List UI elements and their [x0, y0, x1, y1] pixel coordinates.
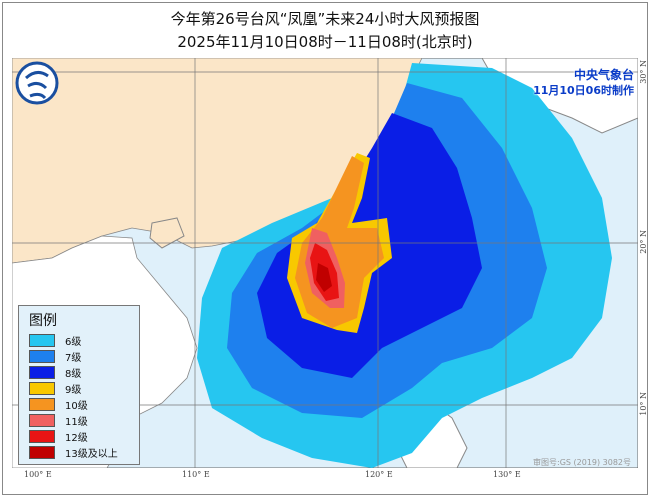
map-approval-number: 审图号:GS (2019) 3082号	[533, 458, 632, 467]
legend-item: 8级	[29, 364, 139, 380]
legend-label: 9级	[65, 384, 82, 396]
legend: 图例 6级 7级 8级 9级 10级 11级 12级 13级及以上	[18, 305, 140, 465]
lat-tick-30: 30° N	[639, 60, 648, 84]
lon-tick-100: 100° E	[24, 470, 52, 479]
legend-label: 11级	[65, 416, 88, 428]
legend-swatch	[29, 397, 55, 411]
legend-label: 12级	[65, 432, 88, 444]
map-subtitle: 2025年11月10日08时－11日08时(北京时)	[177, 33, 473, 51]
legend-label: 10级	[65, 400, 88, 412]
legend-item: 6级	[29, 332, 139, 348]
legend-label: 13级及以上	[65, 448, 118, 460]
issued-time: 11月10日06时制作	[533, 84, 634, 97]
lat-tick-20: 20° N	[639, 230, 648, 254]
legend-label: 8级	[65, 368, 82, 380]
legend-swatch	[29, 365, 55, 379]
wind-zone-13	[316, 263, 332, 292]
legend-item: 9级	[29, 380, 139, 396]
lon-tick-130: 130° E	[493, 470, 521, 479]
legend-item: 12级	[29, 428, 139, 444]
legend-label: 6级	[65, 336, 82, 348]
lon-tick-110: 110° E	[182, 470, 210, 479]
lon-tick-120: 120° E	[365, 470, 393, 479]
legend-swatch	[29, 381, 55, 395]
land-hainan	[149, 217, 185, 249]
graticule	[12, 58, 638, 468]
legend-swatch	[29, 333, 55, 347]
lat-tick-10: 10° N	[639, 392, 648, 416]
legend-swatch	[29, 413, 55, 427]
legend-swatch	[29, 429, 55, 443]
agency-label: 中央气象台	[573, 68, 634, 82]
legend-item: 13级及以上	[29, 444, 139, 460]
legend-label: 7级	[65, 352, 82, 364]
legend-item: 11级	[29, 412, 139, 428]
legend-swatch	[29, 445, 55, 459]
legend-swatch	[29, 349, 55, 363]
cma-logo	[15, 61, 59, 105]
legend-item: 7级	[29, 348, 139, 364]
map-title: 今年第26号台风“凤凰”未来24小时大风预报图	[170, 10, 480, 28]
legend-item: 10级	[29, 396, 139, 412]
legend-title: 图例	[29, 313, 57, 329]
